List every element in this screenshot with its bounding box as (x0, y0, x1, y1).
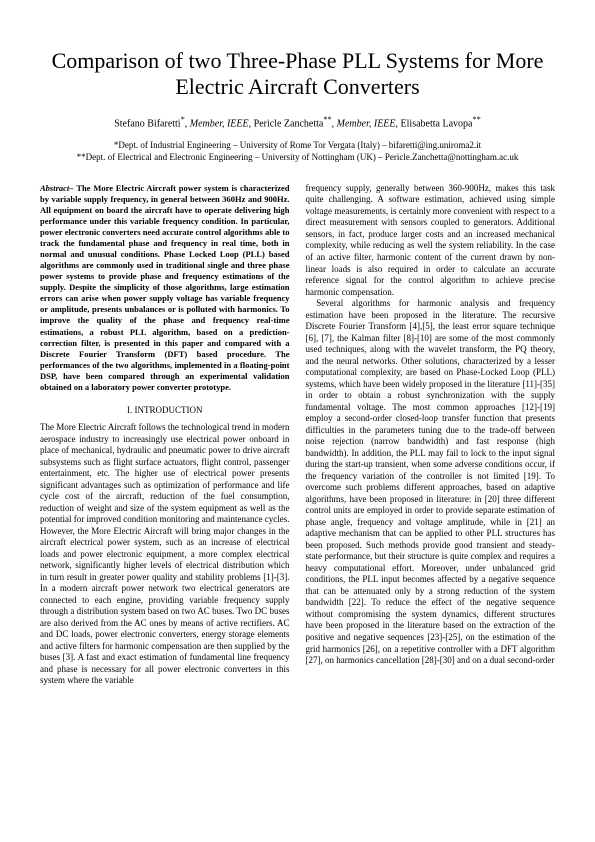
abstract-text: The More Electric Aircraft power system … (40, 183, 290, 392)
abstract: Abstract– The More Electric Aircraft pow… (40, 183, 290, 393)
author-1: Stefano Bifaretti (114, 118, 180, 129)
author-3: Elisabetta Lavopa (401, 118, 473, 129)
paper-title: Comparison of two Three-Phase PLL System… (40, 48, 555, 101)
member-1: , Member, IEEE, (185, 118, 254, 129)
author-2: Pericle Zanchetta (254, 118, 324, 129)
affil-1: *Dept. of Industrial Engineering – Unive… (40, 139, 555, 151)
member-2: , Member, IEEE, (332, 118, 401, 129)
author-3-sup: ** (472, 115, 480, 124)
affil-2: **Dept. of Electrical and Electronic Eng… (40, 151, 555, 163)
authors-line: Stefano Bifaretti*, Member, IEEE, Pericl… (40, 115, 555, 131)
author-2-sup: ** (323, 115, 331, 124)
col2-paragraph-2: Several algorithms for harmonic analysis… (306, 298, 556, 667)
abstract-label: Abstract– (40, 183, 76, 193)
affiliations: *Dept. of Industrial Engineering – Unive… (40, 139, 555, 163)
two-column-body: Abstract– The More Electric Aircraft pow… (40, 183, 555, 687)
col2-paragraph-1: frequency supply, generally between 360-… (306, 183, 556, 298)
intro-paragraph: The More Electric Aircraft follows the t… (40, 422, 290, 687)
section-1-heading: I. INTRODUCTION (40, 405, 290, 416)
